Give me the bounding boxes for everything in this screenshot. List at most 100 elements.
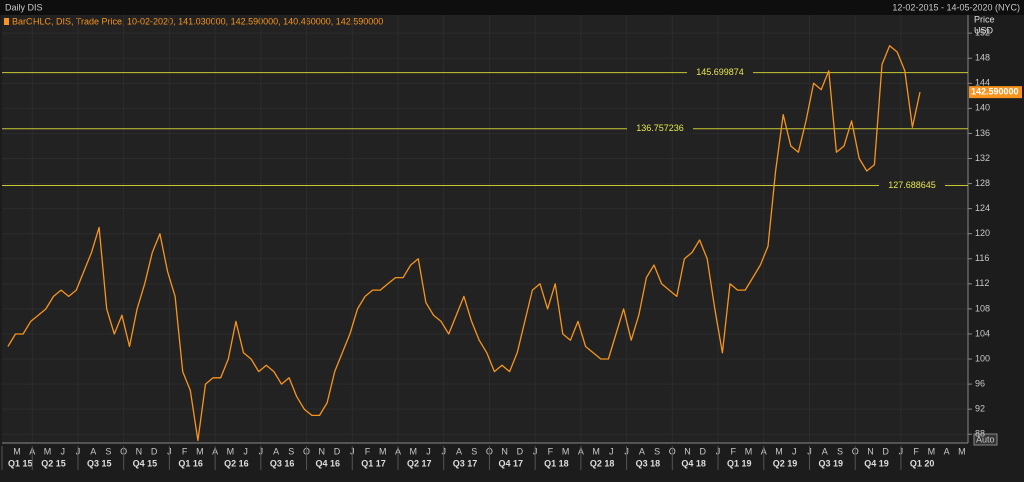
last-value-label: 142.590000 <box>971 87 1019 97</box>
month-label: D <box>700 446 707 456</box>
month-label: M <box>928 446 936 456</box>
month-label: N <box>867 446 874 456</box>
month-label: S <box>105 446 111 456</box>
y-tick-label: 100 <box>975 353 990 363</box>
month-label: A <box>90 446 96 456</box>
auto-button[interactable] <box>973 433 998 446</box>
month-label: J <box>426 446 431 456</box>
horizontal-line-label-bg <box>687 67 753 78</box>
month-label: J <box>60 446 65 456</box>
horizontal-line-label: 127.688645 <box>888 180 936 190</box>
month-label: S <box>471 446 477 456</box>
quarter-label: Q2 18 <box>590 458 615 468</box>
auto-button-label[interactable]: Auto <box>976 434 995 444</box>
y-axis-label: Price <box>974 14 995 24</box>
quarter-label: Q3 15 <box>87 458 112 468</box>
y-tick-label: 148 <box>975 53 990 63</box>
y-tick-label: 132 <box>975 153 990 163</box>
horizontal-line-label-bg <box>879 180 945 191</box>
chart-title: Daily DIS <box>5 2 43 12</box>
y-axis-unit: USD <box>974 25 994 35</box>
legend-text: BarOHLC, DIS, Trade Price, 10-02-2020, 1… <box>12 16 383 26</box>
quarter-label: Q1 19 <box>727 458 752 468</box>
y-tick-label: 120 <box>975 228 990 238</box>
y-tick-label: 144 <box>975 78 990 88</box>
horizontal-line-label: 136.757236 <box>636 123 684 133</box>
y-tick-label: 92 <box>975 404 985 414</box>
last-value-box <box>969 86 1022 99</box>
month-label: S <box>288 446 294 456</box>
month-label: A <box>944 446 950 456</box>
y-tick-label: 108 <box>975 303 990 313</box>
quarter-label: Q4 19 <box>864 458 889 468</box>
month-label: A <box>456 446 462 456</box>
quarter-label: Q1 17 <box>361 458 386 468</box>
month-label: N <box>684 446 691 456</box>
month-label: N <box>319 446 326 456</box>
month-label: A <box>273 446 279 456</box>
month-label: M <box>592 446 600 456</box>
month-label: M <box>562 446 570 456</box>
y-tick-label: 136 <box>975 128 990 138</box>
quarter-label: Q2 15 <box>41 458 66 468</box>
horizontal-line-label-bg <box>627 123 693 134</box>
price-line <box>7 45 921 442</box>
month-label: M <box>958 446 966 456</box>
quarter-label: Q1 15 <box>8 458 33 468</box>
month-label: M <box>409 446 417 456</box>
month-label: M <box>379 446 387 456</box>
quarter-label: Q2 19 <box>773 458 798 468</box>
month-label: J <box>609 446 614 456</box>
quarter-label: Q2 17 <box>407 458 432 468</box>
quarter-label: Q4 18 <box>681 458 706 468</box>
header-bar <box>0 0 1024 15</box>
month-label: J <box>243 446 248 456</box>
month-label: F <box>365 446 371 456</box>
quarter-label: Q4 15 <box>133 458 158 468</box>
month-label: N <box>136 446 143 456</box>
quarter-label: Q4 16 <box>316 458 341 468</box>
month-label: M <box>44 446 52 456</box>
month-label: J <box>792 446 797 456</box>
month-label: F <box>913 446 919 456</box>
y-tick-label: 88 <box>975 429 985 439</box>
quarter-label: Q3 19 <box>818 458 843 468</box>
quarter-label: Q2 16 <box>224 458 249 468</box>
month-label: M <box>745 446 753 456</box>
month-label: M <box>13 446 21 456</box>
legend-swatch <box>4 18 9 25</box>
month-label: M <box>227 446 235 456</box>
quarter-label: Q1 16 <box>178 458 203 468</box>
month-label: F <box>731 446 737 456</box>
plot-area <box>2 15 968 443</box>
quarter-label: Q1 20 <box>910 458 935 468</box>
y-tick-label: 140 <box>975 103 990 113</box>
month-label: D <box>882 446 889 456</box>
y-tick-label: 112 <box>975 278 989 288</box>
quarter-label: Q3 17 <box>453 458 478 468</box>
y-tick-label: 152 <box>975 28 990 38</box>
month-label: N <box>501 446 508 456</box>
date-range: 12-02-2015 - 14-05-2020 (NYC) <box>892 2 1020 12</box>
y-tick-label: 104 <box>975 328 990 338</box>
month-label: D <box>517 446 524 456</box>
month-label: F <box>182 446 188 456</box>
month-label: M <box>196 446 204 456</box>
month-label: S <box>654 446 660 456</box>
y-tick-label: 124 <box>975 203 990 213</box>
y-tick-label: 128 <box>975 178 990 188</box>
month-label: S <box>837 446 843 456</box>
quarter-label: Q1 18 <box>544 458 569 468</box>
quarter-label: Q3 16 <box>270 458 295 468</box>
y-tick-label: 116 <box>975 253 989 263</box>
month-label: D <box>151 446 158 456</box>
quarter-label: Q4 17 <box>498 458 523 468</box>
month-label: D <box>334 446 341 456</box>
quarter-label: Q3 18 <box>636 458 661 468</box>
y-tick-label: 96 <box>975 378 985 388</box>
month-label: A <box>822 446 828 456</box>
month-label: F <box>548 446 554 456</box>
month-label: A <box>639 446 645 456</box>
month-label: M <box>775 446 783 456</box>
